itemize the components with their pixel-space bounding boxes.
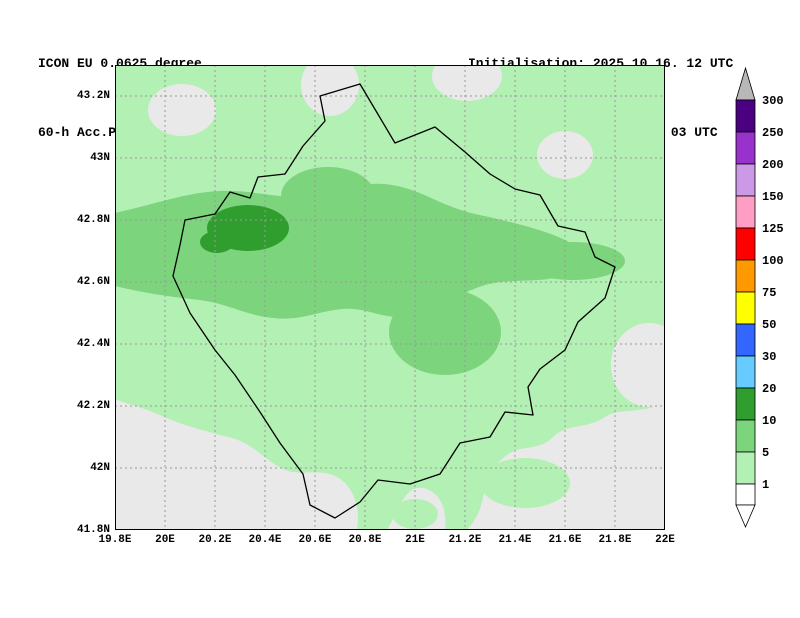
y-tick-label: 42.4N [76,338,110,350]
x-tick-label: 21.8E [598,534,632,546]
colorbar-level-label: 20 [762,382,776,396]
colorbar-level-label: 200 [762,158,784,172]
colorbar-segment [735,323,756,357]
y-tick-label: 41.8N [76,524,110,536]
colorbar-segment [735,419,756,453]
grid-lines [115,65,665,530]
colorbar-segment-below-1 [735,483,756,506]
colorbar-segment [735,227,756,261]
x-tick-label: 21.4E [498,534,532,546]
y-tick-label: 42.8N [76,214,110,226]
colorbar-segment [735,451,756,485]
y-tick-label: 42.6N [76,276,110,288]
y-tick-label: 42.2N [76,400,110,412]
precipitation-map [115,65,665,530]
x-tick-label: 20.2E [198,534,232,546]
precip-region-10-20-west-bump [200,231,234,253]
colorbar-segment [735,99,756,133]
colorbar-segment [735,163,756,197]
colorbar-segment [735,291,756,325]
colorbar-level-label: 50 [762,318,776,332]
precip-region-5-10-east-extension [521,242,625,280]
y-tick-label: 43N [90,152,110,164]
y-tick-label: 43.2N [76,90,110,102]
x-tick-label: 21.2E [448,534,482,546]
x-tick-label: 21E [405,534,425,546]
precip-region-5-10-south-lobe [389,289,501,375]
colorbar-segment [735,259,756,293]
colorbar-segment [735,355,756,389]
dry-patch-north [432,65,502,101]
colorbar-level-label: 10 [762,414,776,428]
x-tick-label: 19.8E [98,534,132,546]
x-tick-label: 20.6E [298,534,332,546]
colorbar-level-label: 300 [762,94,784,108]
kosovo-border [172,83,616,519]
colorbar: 300 250 200 150 125 100 75 50 30 20 10 5 1 [735,66,784,529]
x-tick-label: 20E [155,534,175,546]
y-tick-label: 42N [90,462,110,474]
colorbar-level-label: 1 [762,478,769,492]
precip-region-5-10-north-lobe [281,167,375,225]
dry-patch-northwest [148,84,216,136]
colorbar-level-label: 5 [762,446,769,460]
colorbar-segment [735,195,756,229]
x-tick-label: 20.4E [248,534,282,546]
x-tick-label: 20.8E [348,534,382,546]
colorbar-level-label: 30 [762,350,776,364]
dry-patch-north-center [301,65,359,116]
colorbar-level-label: 75 [762,286,776,300]
precip-island-south [392,499,438,529]
x-tick-label: 22E [655,534,675,546]
precip-island-southeast [480,458,570,508]
colorbar-overflow-triangle [735,66,756,101]
colorbar-underflow-triangle [735,504,756,529]
colorbar-level-label: 150 [762,190,784,204]
colorbar-level-label: 100 [762,254,784,268]
colorbar-level-label: 125 [762,222,784,236]
colorbar-segment [735,131,756,165]
colorbar-level-label: 250 [762,126,784,140]
x-tick-label: 21.6E [548,534,582,546]
colorbar-segment [735,387,756,421]
map-frame [115,65,665,530]
